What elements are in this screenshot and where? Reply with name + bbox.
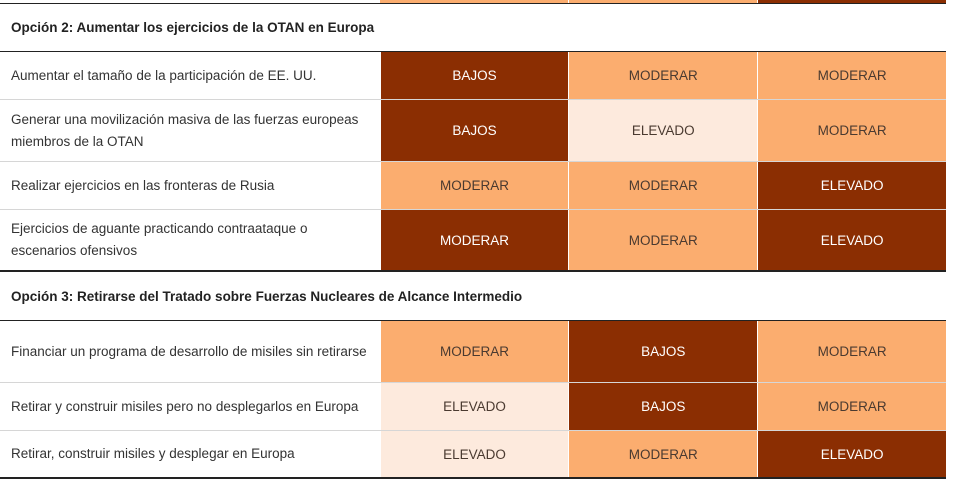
risk-cell: ELEVADO <box>758 210 946 270</box>
risk-cell: MODERAR <box>758 100 946 161</box>
risk-cell: MODERAR <box>569 52 758 99</box>
section-option-2: Opción 2: Aumentar los ejercicios de la … <box>0 4 946 272</box>
risk-cell: ELEVADO <box>758 431 946 477</box>
previous-row-remnant <box>0 0 946 3</box>
table-row: Generar una movilización masiva de las f… <box>0 100 946 162</box>
risk-cell: ELEVADO <box>758 162 946 209</box>
risk-cell: ELEVADO <box>380 383 569 430</box>
row-label: Financiar un programa de desarrollo de m… <box>11 343 367 359</box>
table-row: Retirar y construir misiles pero no desp… <box>0 383 946 431</box>
remnant-cell <box>569 0 757 3</box>
divider <box>0 3 946 4</box>
risk-cell: MODERAR <box>569 162 758 209</box>
risk-cell: BAJOS <box>569 383 758 430</box>
risk-cell: BAJOS <box>380 52 569 99</box>
risk-cell: BAJOS <box>380 100 569 161</box>
row-label: Ejercicios de aguante practicando contra… <box>11 221 308 258</box>
table-row: Aumentar el tamaño de la participación d… <box>0 52 946 100</box>
row-label: Retirar y construir misiles pero no desp… <box>11 398 359 414</box>
risk-cell: MODERAR <box>758 321 946 382</box>
remnant-cell <box>380 0 568 3</box>
risk-cell: MODERAR <box>569 210 758 270</box>
risk-cell: MODERAR <box>380 162 569 209</box>
row-label: Realizar ejercicios en las fronteras de … <box>11 177 275 193</box>
row-label: Retirar, construir misiles y desplegar e… <box>11 446 295 461</box>
table-row: Financiar un programa de desarrollo de m… <box>0 321 946 383</box>
table-row: Retirar, construir misiles y desplegar e… <box>0 431 946 479</box>
table-row: Ejercicios de aguante practicando contra… <box>0 210 946 272</box>
section-title: Opción 2: Aumentar los ejercicios de la … <box>0 4 946 52</box>
risk-cell: BAJOS <box>569 321 758 382</box>
risk-cell: MODERAR <box>380 210 569 270</box>
risk-cell: ELEVADO <box>380 431 569 477</box>
row-label: Generar una movilización masiva de las f… <box>11 111 359 149</box>
risk-cell: MODERAR <box>758 52 946 99</box>
risk-cell: MODERAR <box>569 431 758 477</box>
row-label: Aumentar el tamaño de la participación d… <box>11 67 317 83</box>
section-option-3: Opción 3: Retirarse del Tratado sobre Fu… <box>0 273 946 479</box>
risk-cell: MODERAR <box>380 321 569 382</box>
remnant-cell <box>758 0 946 3</box>
risk-cell: MODERAR <box>758 383 946 430</box>
section-title: Opción 3: Retirarse del Tratado sobre Fu… <box>0 273 946 321</box>
risk-cell: ELEVADO <box>569 100 758 161</box>
table-row: Realizar ejercicios en las fronteras de … <box>0 162 946 210</box>
